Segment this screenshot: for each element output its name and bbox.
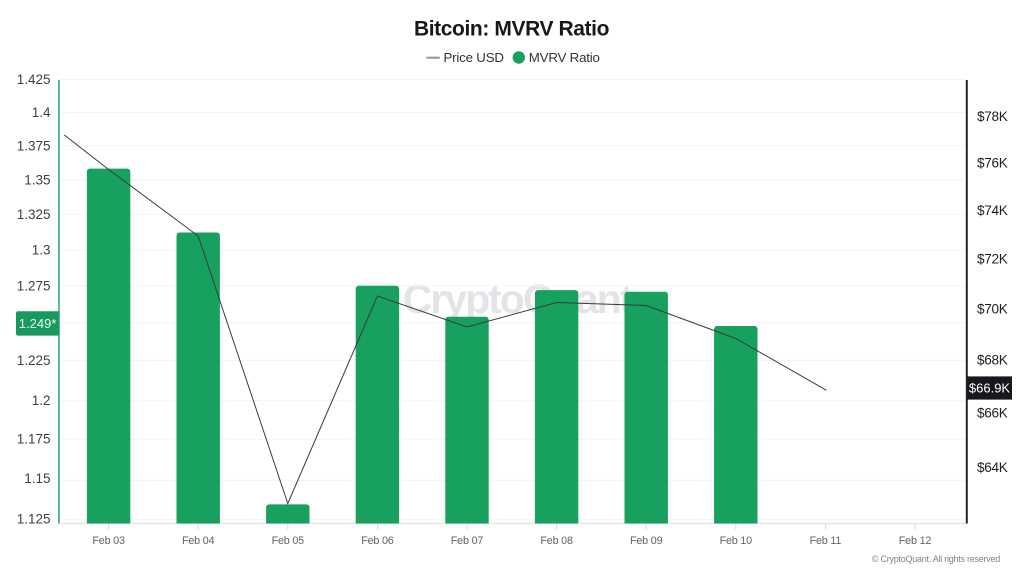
svg-text:Feb 10: Feb 10	[720, 535, 753, 547]
svg-text:Feb 06: Feb 06	[361, 535, 394, 547]
svg-text:CryptoQuant: CryptoQuant	[403, 276, 634, 322]
svg-text:1.225: 1.225	[17, 353, 51, 368]
svg-text:$70K: $70K	[977, 301, 1008, 316]
svg-text:$76K: $76K	[977, 156, 1008, 171]
svg-text:Feb 09: Feb 09	[630, 535, 663, 547]
svg-text:Feb 03: Feb 03	[92, 535, 125, 547]
svg-text:$68K: $68K	[977, 353, 1008, 368]
svg-text:Feb 07: Feb 07	[451, 535, 484, 547]
svg-text:1.175: 1.175	[17, 432, 51, 447]
svg-text:1.275: 1.275	[17, 279, 51, 294]
svg-text:Bitcoin: MVRV Ratio: Bitcoin: MVRV Ratio	[414, 18, 609, 41]
svg-text:1.4: 1.4	[32, 105, 51, 120]
svg-text:1.15: 1.15	[24, 471, 50, 486]
svg-text:Feb 11: Feb 11	[810, 535, 842, 547]
svg-text:1.249*: 1.249*	[19, 316, 57, 331]
svg-text:Feb 12: Feb 12	[899, 535, 932, 547]
svg-text:$66K: $66K	[977, 406, 1008, 421]
svg-text:1.3: 1.3	[32, 243, 51, 258]
svg-text:Feb 04: Feb 04	[182, 535, 215, 547]
svg-text:$78K: $78K	[977, 109, 1008, 124]
svg-text:1.425: 1.425	[17, 72, 51, 87]
svg-text:$72K: $72K	[977, 252, 1008, 267]
svg-text:MVRV Ratio: MVRV Ratio	[529, 50, 600, 65]
svg-text:1.35: 1.35	[24, 172, 50, 187]
svg-text:$66.9K: $66.9K	[969, 381, 1011, 396]
svg-text:Feb 05: Feb 05	[272, 535, 305, 547]
svg-text:Feb 08: Feb 08	[540, 535, 573, 547]
svg-text:Price USD: Price USD	[444, 50, 504, 65]
svg-text:1.375: 1.375	[17, 138, 51, 153]
svg-text:1.2: 1.2	[32, 393, 51, 408]
svg-text:$64K: $64K	[977, 460, 1008, 475]
svg-text:1.125: 1.125	[17, 511, 51, 526]
svg-text:1.325: 1.325	[17, 207, 51, 222]
svg-text:© CryptoQuant. All rights rese: © CryptoQuant. All rights reserved	[872, 554, 1000, 564]
svg-text:$74K: $74K	[977, 203, 1008, 218]
